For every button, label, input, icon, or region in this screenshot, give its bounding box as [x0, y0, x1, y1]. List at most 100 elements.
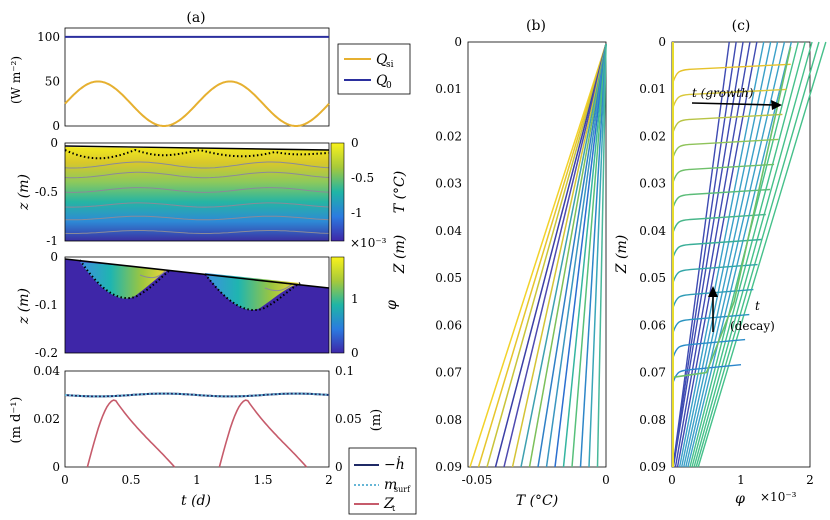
flux-legend: Q si Q 0: [337, 43, 411, 95]
temperature-contour-line: [64, 215, 330, 221]
temperature-colorbar-tick: 0: [351, 136, 359, 150]
flux-panel: 0 50 100 (W m⁻²) Q si Q 0: [9, 27, 411, 133]
panel-c-title: (c): [732, 18, 751, 34]
panel-c-profile: [672, 263, 758, 283]
phi-colorbar-tick: 1: [351, 292, 359, 306]
panel-b-profile: [503, 43, 607, 468]
panel-c-diagonal: [691, 41, 806, 468]
rate-right-ytick: 0.1: [335, 364, 354, 378]
legend-q0-label: Q: [376, 73, 388, 89]
panel-b-profile: [486, 43, 607, 468]
legend-zt-label: Z: [383, 496, 394, 512]
temperature-contours: [64, 161, 330, 234]
panel-b-ytick: 0.04: [435, 224, 462, 238]
panel-c-ytick: 0.09: [639, 460, 666, 474]
panel-c-profile: [672, 113, 783, 133]
panel-c-diagonal: [672, 41, 730, 468]
panel-c-diagonal: [672, 41, 737, 468]
panel-b-profile: [579, 43, 607, 468]
panel-b-ytick: 0.07: [435, 366, 462, 380]
time-xlabel: t (d): [181, 493, 211, 509]
phi-lobe-1: [80, 262, 168, 299]
legend-hdot-label: −ḣ: [384, 455, 405, 473]
temperature-contour-line: [64, 230, 330, 234]
temperature-y-ticks: 0 -0.5 -1: [35, 136, 58, 248]
temperature-field-panel: 0 -0.5 -1 z (m) 0 -0.5 -1 T (°C) ×10⁻³: [16, 136, 408, 250]
panel-b-profile: [537, 43, 607, 468]
panel-c-x-exponent: ×10⁻³: [760, 490, 797, 504]
panel-b-profile: [562, 43, 607, 468]
panel-b-xtick: -0.05: [462, 473, 493, 487]
phi-colorbar-tick: 0: [351, 346, 359, 360]
flux-ylabel: (W m⁻²): [9, 56, 23, 104]
panel-c-xtick: 0: [668, 473, 676, 487]
phi-contour: [139, 270, 293, 292]
qsi-series-line: [64, 80, 330, 127]
time-xtick-label: 1.5: [253, 473, 272, 487]
temperature-ytick-label: 0: [50, 136, 58, 150]
panel-c-profile: [672, 88, 787, 108]
rate-panel-frame: [64, 370, 330, 468]
panel-b-ylabel: Z (m): [392, 235, 408, 274]
panel-a-title: (a): [186, 10, 205, 26]
rate-right-ylabel: (m): [369, 409, 384, 431]
rate-left-y-ticks: 0 0.02 0.04: [33, 364, 60, 474]
panel-c-diagonal: [678, 41, 765, 468]
rate-left-ytick: 0: [52, 460, 60, 474]
temperature-colorbar-tick: -0.5: [351, 171, 374, 185]
panel-b-profile: [545, 43, 607, 468]
panel-c-profile: [672, 338, 746, 358]
panel-c-diagonal: [685, 41, 786, 468]
temperature-ytick-label: -1: [46, 234, 58, 248]
panel-c-profile: [672, 213, 766, 233]
phi-ytick-label: 0: [50, 250, 58, 264]
temperature-colorbar-exponent: ×10⁻³: [350, 236, 387, 250]
panel-b-ytick: 0: [454, 35, 462, 49]
legend-qsi-label: Q: [376, 52, 388, 68]
panel-c-ytick: 0.08: [639, 413, 666, 427]
temperature-contour-line: [64, 161, 330, 169]
temperature-surface-dotted: [64, 148, 330, 160]
panel-c-ytick: 0.03: [639, 177, 666, 191]
panel-b-ytick: 0.01: [435, 82, 462, 96]
rate-right-ytick: 0: [335, 460, 343, 474]
rate-left-ytick: 0.04: [33, 364, 60, 378]
panel-c-profile: [672, 288, 754, 308]
flux-ytick-label: 100: [37, 30, 60, 44]
panel-c-x-ticks: 0 1 2: [668, 473, 814, 487]
rate-panel: 0 0.02 0.04 0 0.05 0.1 0 0.5 1 1.5 2 (m d⁻¹) (m)…: [9, 364, 417, 515]
legend-msurf-sub: surf: [394, 485, 411, 494]
phi-colorbar: [330, 256, 345, 354]
phi-dotted-2: [204, 273, 301, 311]
rate-right-y-ticks: 0 0.05 0.1: [335, 364, 362, 474]
panel-b-xlabel: T (°C): [516, 493, 558, 509]
panel-b-profile: [596, 43, 607, 468]
panel-c-diagonal: [680, 41, 772, 468]
panel-c-envelope: [672, 46, 792, 379]
panel-b-ytick: 0.02: [435, 129, 462, 143]
zt-series-line: [86, 399, 308, 468]
panel-c-profile: [672, 163, 775, 183]
rate-right-ytick: 0.05: [335, 412, 362, 426]
panel-c-xtick: 1: [737, 473, 745, 487]
panel-c-diagonal: [672, 41, 744, 468]
time-xtick-label: 2: [325, 473, 333, 487]
decay-arrowhead: [708, 286, 718, 297]
temperature-surface-line: [64, 145, 330, 151]
panel-b-profile: [477, 43, 607, 468]
temperature-panel-frame: [64, 142, 330, 242]
time-xtick-label: 0: [61, 473, 69, 487]
legend-q0-sub: 0: [386, 81, 392, 91]
temperature-colorbar: [330, 142, 345, 242]
panel-c-profile: [672, 188, 771, 208]
decay-annotation-label: (decay): [730, 319, 775, 333]
panel-b-title: (b): [526, 18, 546, 34]
panel-b-xtick: 0: [602, 473, 610, 487]
panel-b-profile: [554, 43, 607, 468]
msurf-series-line: [64, 392, 330, 398]
panel-c-profile: [672, 364, 742, 383]
panel-c-diagonal: [683, 41, 779, 468]
panel-c-diagonal: [697, 41, 827, 468]
time-x-ticks: 0 0.5 1 1.5 2: [61, 473, 333, 487]
